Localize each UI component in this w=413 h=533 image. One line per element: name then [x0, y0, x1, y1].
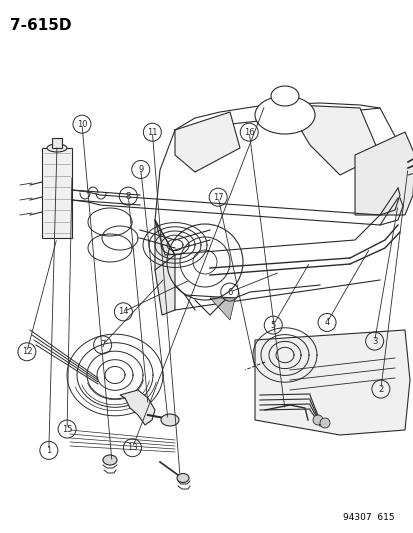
Circle shape: [319, 418, 329, 428]
Bar: [42, 148, 72, 238]
Ellipse shape: [271, 86, 298, 106]
Ellipse shape: [103, 455, 117, 465]
Circle shape: [312, 415, 322, 425]
Polygon shape: [154, 220, 175, 315]
Text: 9: 9: [138, 165, 143, 174]
Text: 8: 8: [126, 192, 131, 200]
Polygon shape: [175, 112, 240, 172]
Text: 11: 11: [147, 128, 157, 136]
Ellipse shape: [254, 96, 314, 134]
Text: 5: 5: [270, 321, 275, 329]
Text: 7-615D: 7-615D: [10, 18, 71, 33]
Polygon shape: [294, 105, 379, 175]
Polygon shape: [120, 390, 154, 425]
Text: 1: 1: [46, 446, 51, 455]
Text: 17: 17: [212, 193, 223, 201]
Polygon shape: [354, 132, 413, 215]
Ellipse shape: [47, 144, 67, 152]
Ellipse shape: [161, 414, 178, 426]
Text: 2: 2: [377, 385, 382, 393]
Text: 94307  615: 94307 615: [342, 513, 394, 522]
Text: 10: 10: [76, 120, 87, 128]
Text: 13: 13: [127, 443, 138, 452]
Text: 16: 16: [243, 128, 254, 136]
Text: 14: 14: [118, 308, 128, 316]
Ellipse shape: [177, 473, 189, 482]
Text: 15: 15: [62, 425, 72, 433]
Text: 7: 7: [100, 341, 105, 349]
Text: 6: 6: [227, 288, 232, 296]
Text: 3: 3: [371, 337, 376, 345]
Polygon shape: [209, 298, 235, 320]
Polygon shape: [254, 330, 409, 435]
Text: 12: 12: [21, 348, 32, 356]
Text: 4: 4: [324, 318, 329, 327]
Bar: [52, 138, 62, 148]
